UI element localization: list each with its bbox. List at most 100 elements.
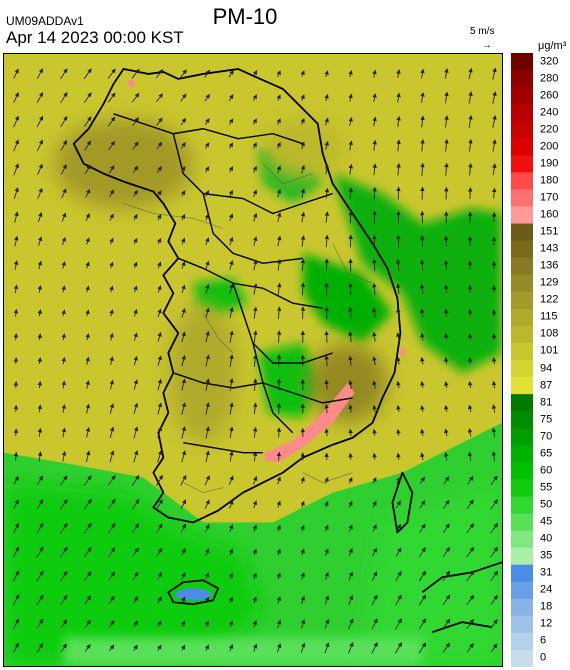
wind-arrow bbox=[252, 572, 257, 580]
wind-arrow bbox=[14, 235, 19, 247]
wind-arrow bbox=[468, 67, 473, 80]
wind-arrow bbox=[157, 165, 162, 173]
wind-arrow bbox=[13, 332, 19, 341]
wind-arrow bbox=[396, 258, 401, 271]
wind-arrow bbox=[205, 330, 210, 343]
wind-arrow bbox=[84, 140, 91, 151]
wind-arrow bbox=[372, 500, 377, 508]
wind-arrow bbox=[348, 642, 354, 654]
wind-arrow bbox=[61, 356, 66, 365]
wind-arrow bbox=[324, 500, 329, 508]
wind-arrow bbox=[60, 546, 68, 558]
wind-arrow bbox=[109, 189, 114, 198]
wind-arrow bbox=[466, 499, 474, 510]
wind-arrow bbox=[13, 499, 19, 510]
legend-swatch bbox=[511, 581, 533, 600]
wind-arrow bbox=[109, 450, 115, 463]
wind-arrow bbox=[324, 548, 329, 556]
wind-arrow bbox=[300, 141, 305, 150]
wind-arrow bbox=[372, 139, 377, 151]
wind-arrow bbox=[442, 570, 451, 582]
wind-arrow bbox=[395, 570, 402, 582]
wind-arrow bbox=[109, 261, 114, 269]
wind-arrow bbox=[228, 69, 234, 78]
wind-arrow bbox=[61, 380, 66, 389]
wind-arrow bbox=[324, 187, 330, 199]
wind-arrow bbox=[253, 475, 258, 485]
wind-arrow bbox=[133, 402, 139, 415]
wind-arrow bbox=[157, 644, 162, 651]
legend-swatch bbox=[511, 513, 533, 532]
wind-arrow bbox=[418, 642, 426, 654]
wind-arrow bbox=[157, 285, 162, 293]
wind-arrow bbox=[420, 452, 425, 461]
legend-tick: 143 bbox=[540, 242, 559, 255]
wind-arrow bbox=[204, 499, 210, 509]
legend-tick: 18 bbox=[540, 600, 553, 613]
wind-arrow bbox=[420, 405, 425, 412]
wind-arrow bbox=[109, 237, 114, 245]
wind-arrow bbox=[204, 644, 210, 652]
wind-arrow bbox=[181, 308, 186, 318]
wind-arrow bbox=[252, 426, 258, 438]
wind-arrow bbox=[61, 188, 67, 199]
wind-arrow bbox=[156, 547, 163, 557]
wind-arrow bbox=[36, 68, 43, 80]
wind-arrow bbox=[229, 354, 234, 367]
field-very-low-bottom bbox=[63, 637, 423, 666]
wind-arrow bbox=[181, 596, 186, 604]
legend-tick: 101 bbox=[540, 344, 559, 357]
wind-arrow bbox=[395, 618, 402, 630]
legend-tick: 129 bbox=[540, 276, 559, 289]
legend-tick: 240 bbox=[540, 106, 559, 119]
wind-arrow bbox=[444, 91, 449, 104]
wind-arrow bbox=[300, 595, 305, 604]
wind-arrow bbox=[372, 356, 377, 366]
wind-arrow bbox=[157, 426, 163, 439]
legend-swatch bbox=[511, 411, 533, 429]
wind-arrow bbox=[83, 546, 92, 558]
wind-arrow bbox=[253, 354, 258, 367]
wind-arrow bbox=[372, 524, 377, 533]
wind-arrow bbox=[372, 258, 377, 272]
wind-arrow bbox=[491, 427, 497, 438]
wind-arrow bbox=[37, 236, 43, 246]
wind-arrow bbox=[85, 188, 91, 198]
wind-arrow bbox=[276, 70, 281, 78]
wind-arrow bbox=[229, 260, 234, 270]
wind-arrow bbox=[468, 115, 473, 128]
wind-arrow bbox=[60, 115, 68, 128]
wind-arrow bbox=[157, 596, 162, 604]
wind-arrow bbox=[491, 404, 497, 413]
wind-arrow bbox=[348, 210, 353, 224]
wind-arrow bbox=[420, 139, 425, 152]
wind-arrow bbox=[324, 164, 330, 175]
wind-arrow bbox=[300, 282, 306, 296]
legend-tick: 70 bbox=[540, 430, 553, 443]
coastlines bbox=[72, 68, 502, 633]
wind-arrow bbox=[12, 522, 19, 534]
wind-arrow bbox=[85, 261, 90, 269]
wind-arrow bbox=[252, 70, 258, 78]
wind-arrow bbox=[276, 500, 281, 508]
wind-arrow bbox=[372, 69, 377, 78]
wind-arrow bbox=[395, 594, 402, 606]
wind-arrow bbox=[467, 404, 473, 413]
wind-arrow bbox=[13, 308, 19, 317]
wind-arrow bbox=[396, 500, 401, 509]
wind-arrow bbox=[466, 523, 474, 534]
legend-tick: 136 bbox=[540, 259, 559, 272]
wind-arrow bbox=[181, 426, 187, 439]
wind-arrow bbox=[396, 332, 401, 342]
wind-arrow bbox=[467, 260, 473, 270]
wind-arrow bbox=[468, 91, 473, 104]
legend-tick: 108 bbox=[540, 327, 559, 340]
wind-arrow bbox=[12, 594, 20, 606]
legend-swatch bbox=[511, 240, 533, 259]
wind-arrow bbox=[204, 596, 210, 604]
wind-arrow bbox=[442, 546, 450, 558]
wind-arrow bbox=[107, 498, 116, 510]
wind-arrow bbox=[324, 428, 329, 437]
wind-arrow bbox=[396, 234, 401, 248]
wind-arrow bbox=[228, 213, 234, 221]
